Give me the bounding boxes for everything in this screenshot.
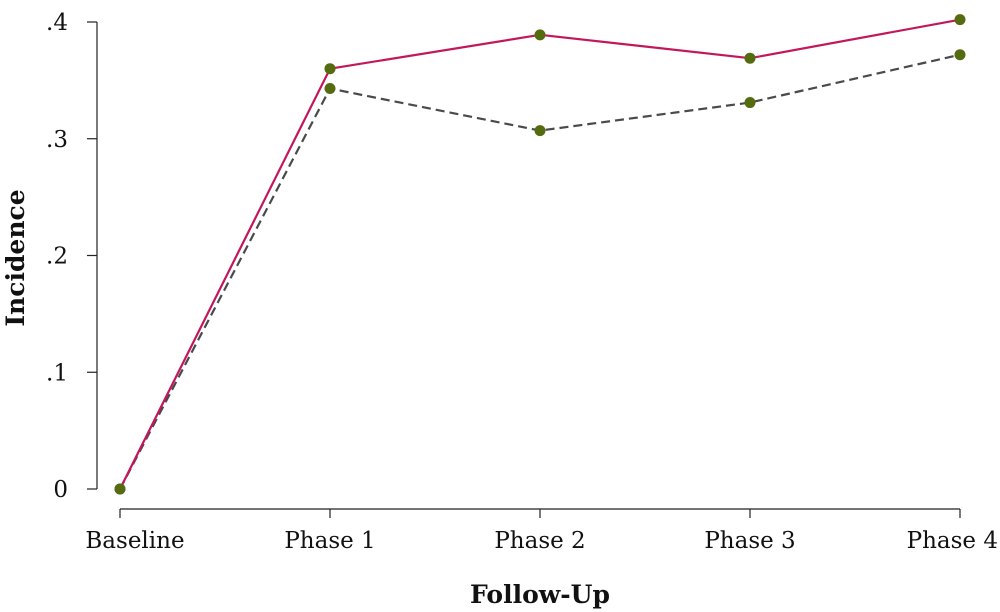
x-tick-label: Baseline bbox=[85, 528, 184, 554]
data-point-series-2 bbox=[114, 483, 126, 495]
data-point-series-2 bbox=[324, 83, 336, 95]
data-point-series-2 bbox=[744, 97, 756, 109]
plot-area bbox=[114, 14, 966, 495]
series-line-2-dashed bbox=[119, 53, 961, 490]
data-point-series-1 bbox=[534, 29, 546, 41]
y-axis-title: Incidence bbox=[1, 189, 30, 326]
data-point-series-1 bbox=[744, 52, 756, 64]
axes: 0 .1 .2 .3 .4 Baseline Phase 1 Phase 2 Phase 3 Ph… bbox=[46, 10, 998, 554]
x-tick-label: Phase 1 bbox=[284, 528, 375, 554]
x-axis-title: Follow-Up bbox=[470, 580, 610, 609]
x-tick-label: Phase 3 bbox=[704, 528, 795, 554]
x-tick-label: Phase 4 bbox=[907, 528, 998, 554]
y-tick-label: 0 bbox=[53, 477, 68, 503]
y-tick-label: .2 bbox=[46, 244, 68, 270]
data-point-series-1 bbox=[324, 63, 336, 75]
series-line-1-solid bbox=[119, 18, 961, 490]
data-point-series-1 bbox=[954, 14, 966, 26]
y-tick-label: .3 bbox=[46, 127, 68, 153]
y-tick-label: .4 bbox=[46, 10, 68, 36]
data-point-series-2 bbox=[954, 49, 966, 61]
data-point-series-2 bbox=[534, 125, 546, 137]
x-tick-label: Phase 2 bbox=[494, 528, 585, 554]
y-tick-label: .1 bbox=[46, 360, 68, 386]
